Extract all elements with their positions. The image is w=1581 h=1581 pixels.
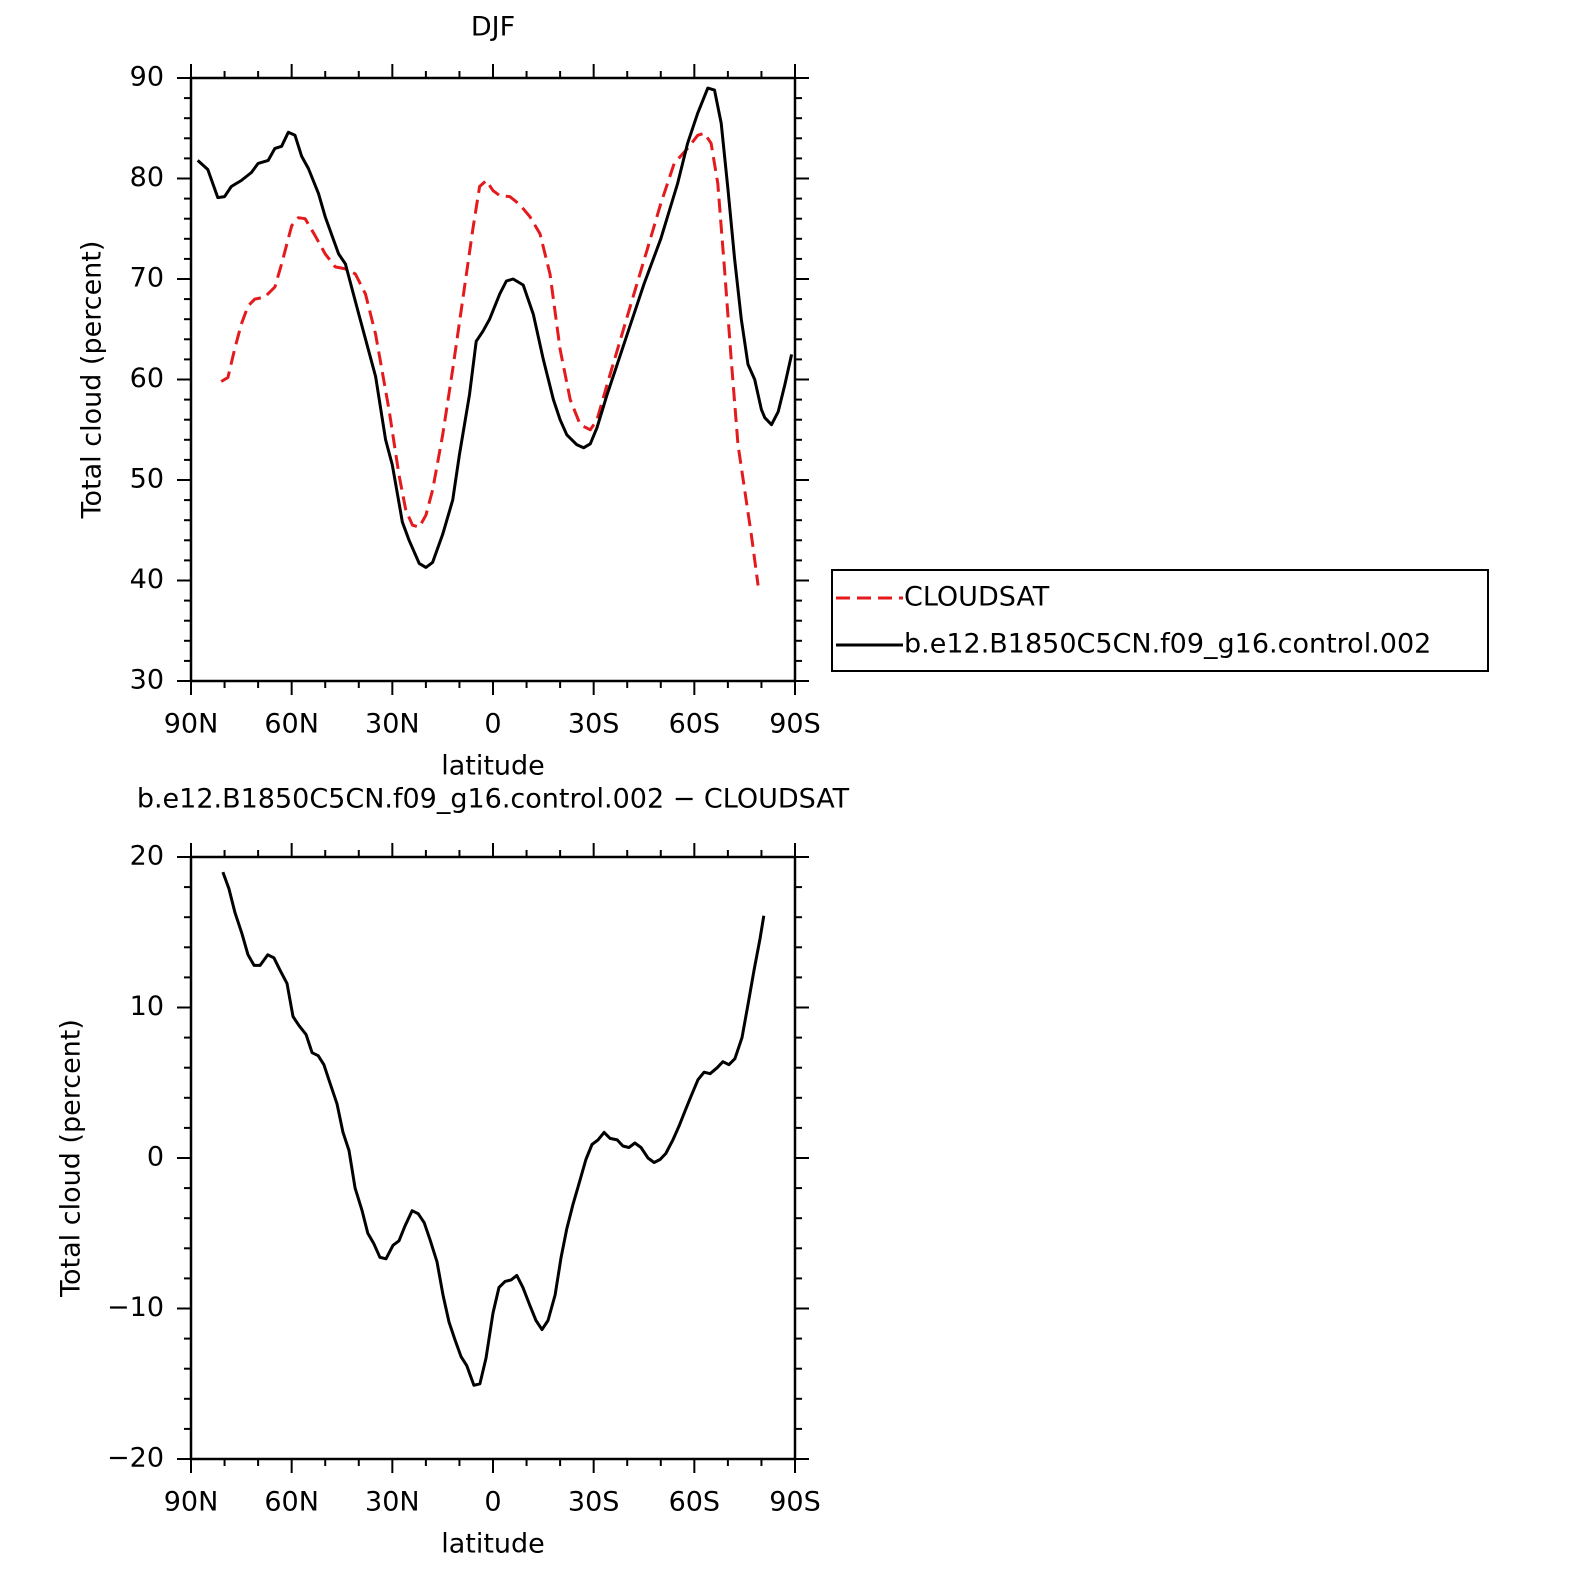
x-tick-label: 90N <box>164 709 219 740</box>
x-tick-label: 60N <box>264 1487 319 1518</box>
x-tick-label: 30S <box>568 709 620 740</box>
legend-label: b.e12.B1850C5CN.f09_g16.control.002 <box>904 629 1431 660</box>
x-tick-label: 60S <box>669 709 721 740</box>
y-tick-label: 0 <box>147 1142 164 1173</box>
x-tick-label: 30N <box>365 1487 420 1518</box>
x-tick-label: 30N <box>365 709 420 740</box>
x-tick-label: 30S <box>568 1487 620 1518</box>
chart-title: DJF <box>471 12 515 43</box>
y-tick-label: 90 <box>130 62 164 93</box>
legend-box <box>831 569 1489 672</box>
series-line <box>220 131 760 586</box>
x-axis-label: latitude <box>441 1529 545 1560</box>
y-tick-label: −20 <box>107 1443 164 1474</box>
y-tick-label: −10 <box>107 1292 164 1323</box>
x-tick-label: 60S <box>669 1487 721 1518</box>
series-line <box>221 871 766 1387</box>
x-tick-label: 90S <box>769 709 821 740</box>
y-axis-label: Total cloud (percent) <box>77 241 108 520</box>
legend-label: CLOUDSAT <box>904 582 1050 613</box>
chart-title: b.e12.B1850C5CN.f09_g16.control.002 − CL… <box>137 784 850 815</box>
x-tick-label: 90N <box>164 1487 219 1518</box>
x-tick-label: 60N <box>264 709 319 740</box>
y-axis-label: Total cloud (percent) <box>56 1019 87 1298</box>
series-line <box>196 86 794 569</box>
plot-frame <box>189 76 797 683</box>
y-tick-label: 60 <box>130 363 164 394</box>
y-tick-label: 10 <box>130 991 164 1022</box>
x-tick-label: 90S <box>769 1487 821 1518</box>
plot-frame <box>189 855 797 1461</box>
y-tick-label: 70 <box>130 263 164 294</box>
y-tick-label: 20 <box>130 841 164 872</box>
y-tick-label: 80 <box>130 162 164 193</box>
x-tick-label: 0 <box>484 709 501 740</box>
x-tick-label: 0 <box>484 1487 501 1518</box>
y-tick-label: 50 <box>130 464 164 495</box>
x-axis-label: latitude <box>441 751 545 782</box>
y-tick-label: 40 <box>130 564 164 595</box>
y-tick-label: 30 <box>130 665 164 696</box>
